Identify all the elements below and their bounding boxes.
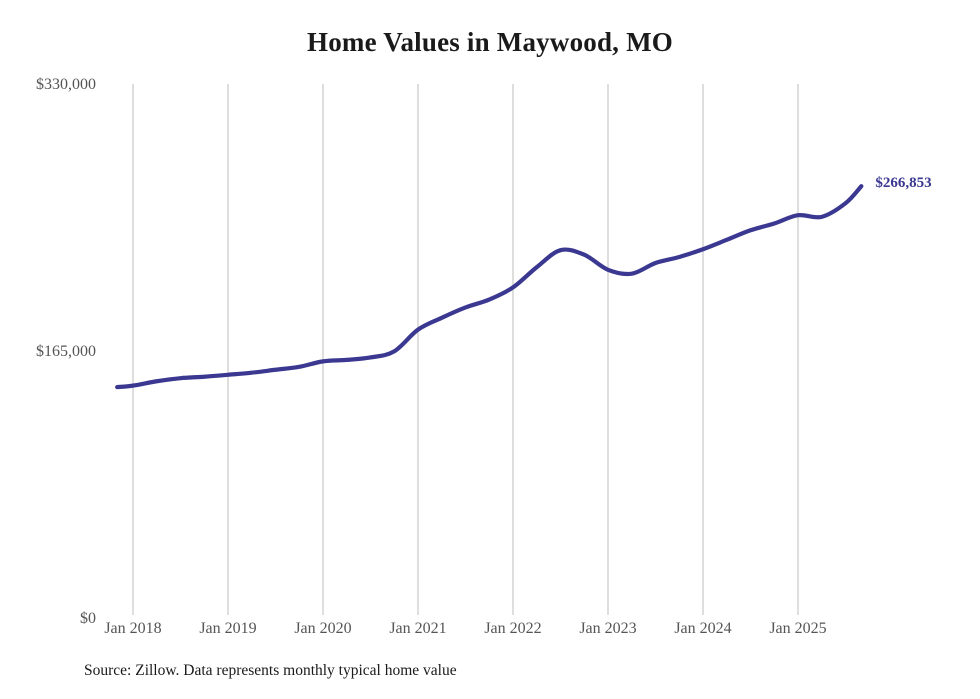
x-axis-tick-jan-2024: Jan 2024 bbox=[674, 620, 732, 637]
home-value-line bbox=[115, 184, 864, 390]
x-axis-tick-jan-2019: Jan 2019 bbox=[199, 620, 257, 637]
x-axis-tick-jan-2023: Jan 2023 bbox=[579, 620, 637, 637]
y-axis-tick-0: $0 bbox=[80, 610, 96, 627]
x-axis-tick-jan-2018: Jan 2018 bbox=[104, 620, 162, 637]
x-axis-tick-jan-2021: Jan 2021 bbox=[389, 620, 447, 637]
source-note: Source: Zillow. Data represents monthly … bbox=[84, 662, 457, 679]
y-axis-tick-165000: $165,000 bbox=[36, 343, 96, 360]
y-axis-tick-330000: $330,000 bbox=[36, 76, 96, 93]
chart-title: Home Values in Maywood, MO bbox=[307, 27, 673, 57]
x-axis-tick-jan-2020: Jan 2020 bbox=[294, 620, 352, 637]
gridlines bbox=[132, 84, 799, 615]
x-axis-tick-jan-2025: Jan 2025 bbox=[769, 620, 827, 637]
end-value-label: $266,853 bbox=[875, 175, 932, 192]
x-axis-tick-jan-2022: Jan 2022 bbox=[484, 620, 542, 637]
